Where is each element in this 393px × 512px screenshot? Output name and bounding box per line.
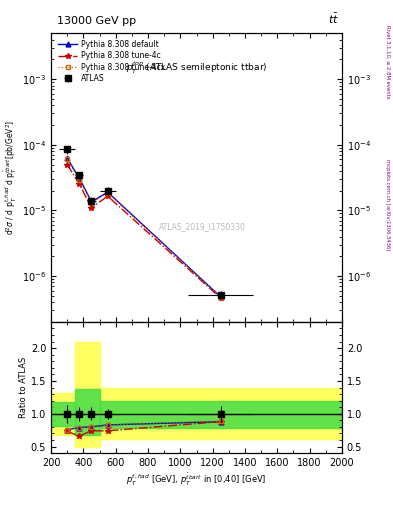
Text: Rivet 3.1.10, ≥ 2.8M events: Rivet 3.1.10, ≥ 2.8M events xyxy=(385,25,390,98)
Text: ATLAS_2019_I1750330: ATLAS_2019_I1750330 xyxy=(159,222,246,231)
Text: 13000 GeV pp: 13000 GeV pp xyxy=(57,15,136,26)
Y-axis label: d$^2\sigma$ / d p$_T^{t,had}$ d p$_T^{\bar{t}bar{t}}$[pb/GeV$^2$]: d$^2\sigma$ / d p$_T^{t,had}$ d p$_T^{\b… xyxy=(3,120,19,235)
Text: t$\bar{t}$: t$\bar{t}$ xyxy=(328,11,339,26)
Pythia 8.308 default xyxy=(219,294,223,300)
Pythia 8.308 default xyxy=(77,175,82,181)
Text: mcplots.cern.ch [arXiv:1306.3436]: mcplots.cern.ch [arXiv:1306.3436] xyxy=(385,159,390,250)
Pythia 8.308 tune-4cx xyxy=(219,294,223,301)
Pythia 8.308 tune-4c xyxy=(77,181,82,187)
Text: $p_T^{top}$ (ATLAS semileptonic ttbar): $p_T^{top}$ (ATLAS semileptonic ttbar) xyxy=(126,59,267,76)
Pythia 8.308 tune-4cx xyxy=(77,177,82,183)
Y-axis label: Ratio to ATLAS: Ratio to ATLAS xyxy=(19,357,28,418)
Pythia 8.308 default xyxy=(65,155,70,161)
Line: Pythia 8.308 default: Pythia 8.308 default xyxy=(65,156,223,300)
Pythia 8.308 tune-4cx xyxy=(65,156,70,162)
Pythia 8.308 tune-4c xyxy=(105,193,110,199)
Line: Pythia 8.308 tune-4cx: Pythia 8.308 tune-4cx xyxy=(65,157,223,300)
X-axis label: $p_T^{t,had}$ [GeV], $p_T^{\bar{t}bar{t}}$ in [0,40] [GeV]: $p_T^{t,had}$ [GeV], $p_T^{\bar{t}bar{t}… xyxy=(126,472,267,488)
Pythia 8.308 tune-4cx xyxy=(105,190,110,196)
Pythia 8.308 tune-4c xyxy=(89,205,94,211)
Pythia 8.308 tune-4cx xyxy=(89,200,94,206)
Pythia 8.308 default xyxy=(89,199,94,205)
Legend: Pythia 8.308 default, Pythia 8.308 tune-4c, Pythia 8.308 tune-4cx, ATLAS: Pythia 8.308 default, Pythia 8.308 tune-… xyxy=(55,37,168,86)
Pythia 8.308 tune-4c xyxy=(65,161,70,167)
Pythia 8.308 default xyxy=(105,189,110,195)
Line: Pythia 8.308 tune-4c: Pythia 8.308 tune-4c xyxy=(64,162,224,301)
Pythia 8.308 tune-4c xyxy=(219,295,223,301)
